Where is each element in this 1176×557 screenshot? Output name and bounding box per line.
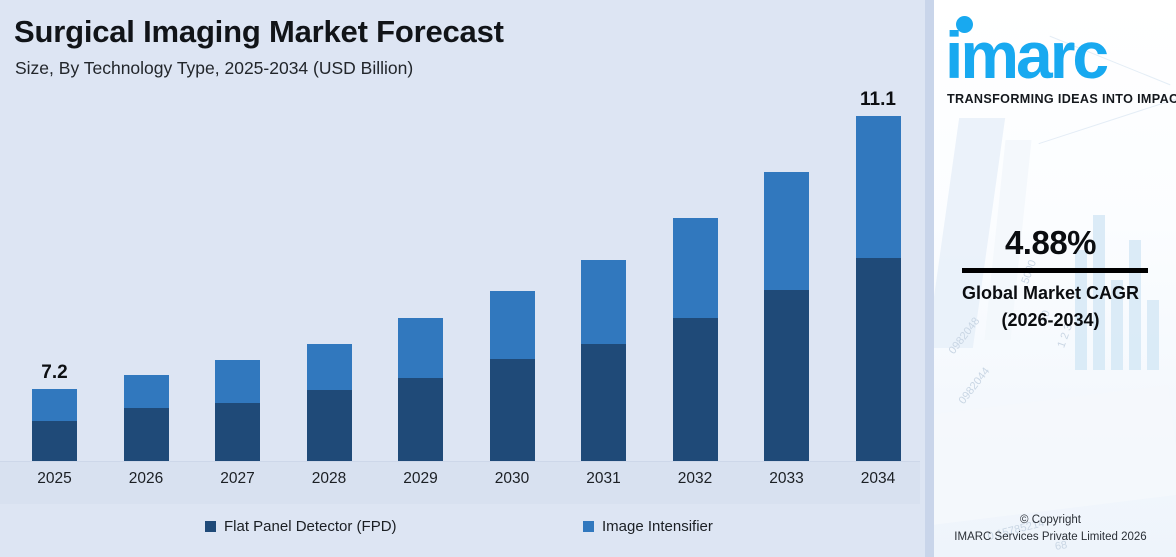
legend-label: Flat Panel Detector (FPD) [224, 518, 397, 535]
legend-item-2[interactable]: Image Intensifier [583, 518, 713, 535]
copyright-notice: © Copyright IMARC Services Private Limit… [925, 512, 1176, 547]
logo-tagline: TRANSFORMING IDEAS INTO IMPACT [947, 92, 1176, 106]
bar-segment-flat-panel-detector[interactable] [306, 390, 352, 461]
bar-segment-flat-panel-detector[interactable] [215, 403, 260, 461]
x-tick-2034: 2034 [860, 470, 896, 487]
x-tick-2033: 2033 [769, 470, 804, 487]
chart-legend: Flat Panel Detector (FPD) Image Intensifi… [0, 518, 925, 542]
bar-2031[interactable] [581, 260, 626, 461]
bar-value-label-2025: 7.2 [41, 362, 68, 383]
bar-2032[interactable] [672, 218, 718, 461]
x-axis-labels: 2025 2026 2027 2028 2029 2030 2031 2032 2033 2034 [0, 470, 925, 494]
x-tick-2030: 2030 [494, 470, 530, 487]
panel-left-edge [925, 0, 934, 557]
legend-label: Image Intensifier [602, 518, 713, 535]
bar-2034[interactable] [855, 116, 901, 461]
copyright-line-1: © Copyright [1020, 514, 1081, 526]
bar-segment-image-intensifier[interactable] [489, 291, 535, 359]
bar-value-label-2034: 11.1 [860, 89, 896, 110]
bar-segment-image-intensifier[interactable] [32, 389, 77, 421]
page-title: Surgical Imaging Market Forecast [14, 14, 504, 49]
bar-2029[interactable] [398, 318, 443, 461]
bar-segment-flat-panel-detector[interactable] [398, 378, 443, 461]
x-tick-2029: 2029 [403, 470, 438, 487]
x-tick-2025: 2025 [37, 470, 72, 487]
bar-segment-image-intensifier[interactable] [398, 318, 443, 378]
bar-segment-image-intensifier[interactable] [123, 375, 169, 408]
bar-segment-image-intensifier[interactable] [672, 218, 718, 318]
bar-segment-image-intensifier[interactable] [764, 172, 809, 290]
bar-segment-image-intensifier[interactable] [855, 116, 901, 258]
legend-item-1[interactable]: Flat Panel Detector (FPD) [205, 518, 397, 535]
bar-segment-flat-panel-detector[interactable] [672, 318, 718, 461]
chart-panel: Surgical Imaging Market Forecast Size, B… [0, 14, 925, 542]
bar-segment-flat-panel-detector[interactable] [764, 290, 809, 461]
imarc-logo: imarc TRANSFORMING IDEAS INTO IMPACT [941, 8, 1176, 116]
cagr-divider [962, 268, 1148, 273]
page-subtitle: Size, By Technology Type, 2025-2034 (USD… [15, 58, 414, 78]
bar-segment-image-intensifier[interactable] [215, 360, 260, 403]
background-artwork: 5000 0.0 1 2 3 0982048 0982044 0.1578521… [925, 0, 1176, 557]
logo-wordmark: imarc [945, 18, 1109, 92]
bar-segment-flat-panel-detector[interactable] [581, 344, 626, 461]
bar-2026[interactable] [123, 375, 169, 461]
bar-segment-flat-panel-detector[interactable] [855, 258, 901, 461]
cagr-value: 4.88% [1004, 224, 1097, 261]
bar-2033[interactable] [764, 172, 809, 461]
x-tick-2026: 2026 [128, 470, 164, 487]
bar-segment-flat-panel-detector[interactable] [489, 359, 535, 461]
cagr-period: (2026-2034) [1001, 310, 1100, 330]
x-tick-2028: 2028 [311, 470, 347, 487]
legend-swatch-icon [205, 521, 216, 532]
bar-segment-image-intensifier[interactable] [581, 260, 626, 344]
legend-swatch-icon [583, 521, 594, 532]
bar-2027[interactable] [215, 360, 260, 461]
copyright-line-2: IMARC Services Private Limited 2026 [954, 531, 1147, 544]
axis-baseline-band [0, 462, 920, 504]
bar-2025[interactable] [32, 389, 77, 461]
axis-baseline [0, 461, 920, 462]
bar-segment-flat-panel-detector[interactable] [123, 408, 169, 461]
x-tick-2031: 2031 [586, 470, 621, 487]
bar-segment-image-intensifier[interactable] [306, 344, 352, 390]
brand-panel: 5000 0.0 1 2 3 0982048 0982044 0.1578521… [925, 0, 1176, 557]
logo-dot-icon [956, 16, 973, 33]
bar-2030[interactable] [489, 291, 535, 461]
cagr-label: Global Market CAGR [961, 283, 1140, 303]
bar-2028[interactable] [306, 344, 352, 461]
x-tick-2032: 2032 [677, 470, 713, 487]
x-tick-2027: 2027 [220, 470, 255, 487]
bar-segment-flat-panel-detector[interactable] [32, 421, 77, 461]
